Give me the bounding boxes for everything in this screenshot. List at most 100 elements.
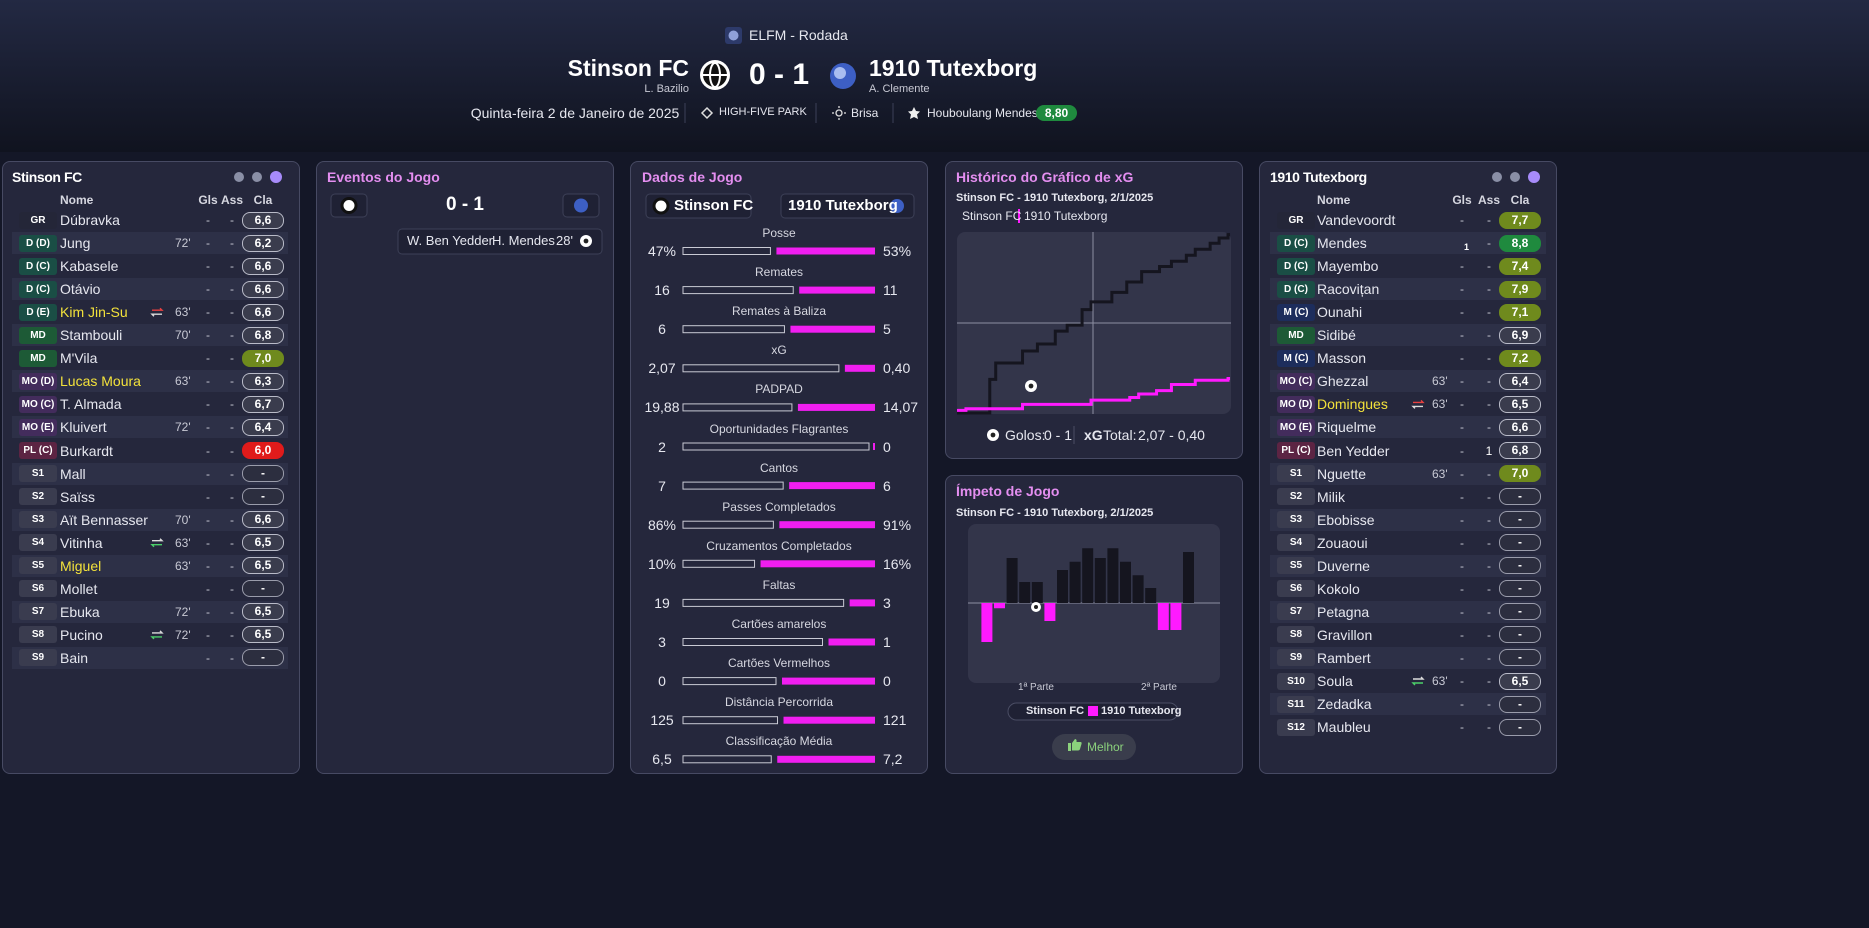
momentum-bar [1006,558,1018,603]
stat-home: 0 [658,673,666,690]
event-minute: 28' [556,233,573,248]
assists: - [1487,305,1491,320]
row-band [12,600,288,623]
home-bar [682,638,823,646]
player-name: Vandevoordt [1317,212,1396,228]
home-bar [682,520,774,529]
goals: - [1460,213,1464,227]
position-badge: S9 [19,649,57,667]
row-band [12,462,288,485]
home-bar [682,716,779,725]
stat-home: 16 [654,282,670,299]
panel-dots[interactable] [1492,171,1540,183]
away-bar [828,638,875,646]
stat-home: 7 [658,477,666,494]
goals: - [206,259,210,274]
rating-badge: 6,6 [242,303,284,321]
stat-away: 1 [883,634,891,650]
assists: - [230,328,234,343]
assists: - [1487,374,1491,389]
assists: - [1487,581,1491,596]
position-badge: D (C) [1277,257,1315,275]
row-band [1270,554,1546,577]
goals: - [206,581,210,596]
rating-badge: - [1499,695,1541,713]
stat-label: Faltas [762,577,796,592]
assists: - [230,535,234,550]
stat-label: Cantos [759,460,799,475]
player-name: Ounahi [1317,304,1363,321]
assists: - [230,351,234,366]
position-badge: S1 [1277,465,1315,483]
rating-badge: 6,3 [242,372,284,390]
player-name: Mall [60,465,86,482]
player-name: Ebobisse [1317,511,1375,528]
goals: - [206,213,210,227]
arrow [150,313,162,317]
momentum-bar [1031,582,1043,603]
ball-patch [990,432,996,438]
assists: - [230,489,234,504]
arrow [150,544,162,548]
column-header: Nome [1317,193,1351,207]
header [0,0,1869,152]
sub-minute: 70' [175,512,191,527]
competition-icon [725,27,742,44]
stat-away: 0 [883,438,891,455]
row-band [1270,646,1546,669]
better-button[interactable] [1052,734,1136,760]
row-band [1270,232,1546,255]
player-name: Lucas Moura [60,373,141,390]
player-name: Rambert [1317,649,1371,666]
assists: - [230,650,234,665]
xg-line [957,377,1231,412]
arrow [1413,676,1425,680]
arrow [1411,405,1423,409]
xg-total-value: 2,07 - 0,40 [1138,427,1205,443]
assists: - [1487,213,1491,227]
assists: - [1487,489,1491,504]
goals: - [1460,374,1464,389]
position-badge: S7 [1277,603,1315,621]
row-band [1270,278,1546,301]
stat-home: 19 [654,594,670,611]
position-badge: MO (D) [19,372,57,390]
events-panel [316,161,614,774]
rating-badge: 6,0 [242,442,284,459]
ball-icon [580,235,592,247]
assists: - [230,282,234,297]
goals: - [206,282,210,297]
column-header: Gls [1452,193,1472,207]
sub-minute: 70' [175,328,191,343]
chart-subtitle: Stinson FC - 1910 Tutexborg, 2/1/2025 [956,192,1154,204]
row-band [1270,462,1546,485]
rating-badge: 7,7 [1499,211,1541,229]
goals: - [206,443,210,458]
rating-badge: - [1499,580,1541,598]
player-name: Pucino [60,626,103,643]
assists: - [1487,351,1491,366]
chart-subtitle: Stinson FC - 1910 Tutexborg, 2/1/2025 [956,507,1154,519]
row-band [12,508,288,531]
assists: - [230,420,234,435]
column-header: Gls [198,193,218,207]
assists: - [1487,259,1491,274]
player-name: Ben Yedder [1317,442,1390,459]
momentum-bar [1145,588,1157,603]
player-name: Zedadka [1317,696,1372,713]
rating-badge: 7,0 [242,349,284,367]
momentum-bar [1170,603,1182,630]
player-of-match: Houboulang Mendes [927,106,1038,120]
assists: - [230,236,234,251]
column-header: Ass [220,193,243,207]
panel-dots[interactable] [234,171,282,183]
event-assist: W. Ben Yedder [407,233,494,248]
goals: - [1460,282,1464,297]
away-bar [776,247,875,255]
home-team: Stinson FC [674,197,754,214]
assists: - [230,558,234,573]
momentum-bar [1082,548,1094,603]
rating-badge: 7,9 [1499,280,1541,298]
position-badge: S5 [19,557,57,575]
goals: - [206,374,210,389]
